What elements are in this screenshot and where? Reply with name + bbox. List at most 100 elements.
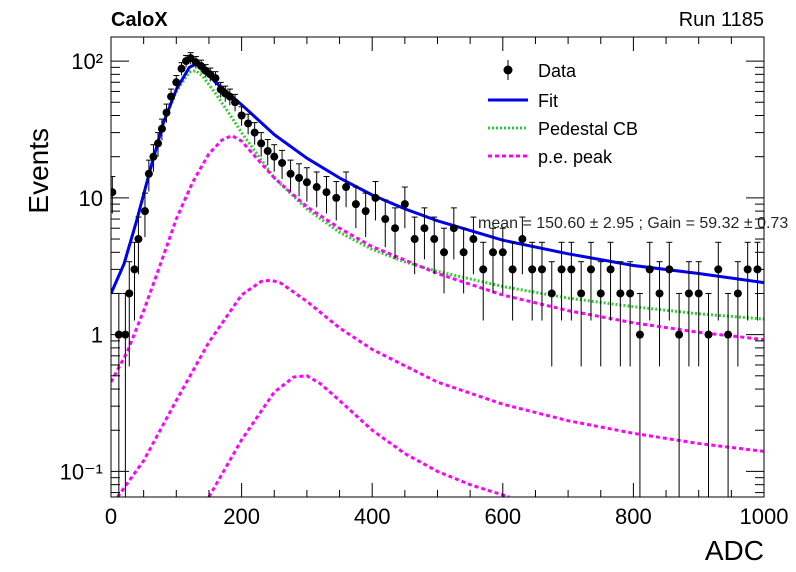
data-point (508, 265, 517, 274)
annotation: mean = 150.60 ± 2.95 ; Gain = 59.32 ± 0.… (478, 215, 788, 232)
data-point (134, 235, 143, 244)
data-point (537, 265, 546, 274)
data-point (237, 111, 246, 120)
data-point (528, 265, 537, 274)
data-point (312, 183, 321, 192)
data-point (489, 248, 498, 257)
data-point (596, 289, 605, 298)
data-point (302, 178, 311, 187)
data-point (130, 265, 139, 274)
data-point (371, 193, 380, 202)
x-axis-title: ADC (705, 535, 764, 566)
series-line-p-e-peak (111, 134, 764, 383)
data-point (557, 265, 566, 274)
plot-frame (110, 36, 765, 498)
series-line-pe-peak-3 (207, 374, 510, 497)
data-point (577, 289, 586, 298)
data-point (430, 235, 439, 244)
data-point (420, 224, 429, 233)
data-point (694, 289, 703, 298)
legend-label: Fit (538, 91, 558, 111)
data-point (665, 265, 674, 274)
data-point (645, 265, 654, 274)
data-point (704, 330, 713, 339)
header-right: Run 1185 (679, 9, 764, 31)
data-point (567, 265, 576, 274)
x-tick-label: 0 (105, 504, 117, 529)
data-point (724, 330, 733, 339)
data-point (381, 215, 390, 224)
data-point (286, 169, 295, 178)
data-point (586, 265, 595, 274)
data-point (547, 289, 556, 298)
data-point (322, 188, 331, 197)
series-line-pe-peak-2 (116, 278, 764, 497)
data-point (626, 289, 635, 298)
data-point (518, 235, 527, 244)
data-point (250, 128, 259, 137)
legend-label: Data (538, 61, 577, 81)
data-point (675, 330, 684, 339)
data-point (144, 169, 153, 178)
data-point (177, 64, 186, 73)
data-point (400, 200, 409, 209)
y-tick-label: 1 (91, 323, 103, 348)
data-point (257, 139, 266, 148)
data-point (479, 265, 488, 274)
data-point (743, 265, 752, 274)
data-point (172, 78, 181, 87)
x-tick-label: 1000 (740, 504, 789, 529)
data-point (157, 124, 166, 133)
data-point (154, 139, 163, 148)
data-point (733, 289, 742, 298)
y-tick-label: 10² (71, 49, 103, 74)
legend: Data Fit Pedestal CB p.e. peak (488, 60, 638, 167)
legend-label: Pedestal CB (538, 119, 638, 139)
data-point (167, 92, 176, 101)
x-tick-label: 200 (223, 504, 260, 529)
series-line-pedestal-cb (111, 69, 764, 321)
data-point (635, 330, 644, 339)
data-point (211, 74, 220, 83)
data-point (684, 289, 693, 298)
data-point (225, 92, 234, 101)
series-line-fit (111, 62, 764, 295)
data-point (469, 235, 478, 244)
axes: 0 200 400 600 800 1000 10⁻¹ 1 10 10² (60, 36, 789, 529)
data-point (449, 224, 458, 233)
x-tick-label: 600 (484, 504, 521, 529)
data-point (270, 152, 279, 161)
data-point (410, 235, 419, 244)
legend-label: p.e. peak (538, 147, 613, 167)
data-point (111, 188, 117, 197)
data-point (140, 207, 149, 216)
data-point (149, 152, 158, 161)
data-point (162, 108, 171, 117)
data-point (231, 98, 240, 107)
legend-data-marker (503, 65, 513, 75)
data-point (278, 158, 287, 167)
data-point (714, 265, 723, 274)
data-point (616, 289, 625, 298)
data-point (125, 289, 134, 298)
data-point (332, 193, 341, 202)
data-point (342, 183, 351, 192)
data-point (295, 173, 304, 182)
y-tick-label: 10 (79, 186, 103, 211)
data-point (391, 224, 400, 233)
x-tick-label: 800 (615, 504, 652, 529)
data-point (440, 248, 449, 257)
header-left: CaloX (111, 9, 168, 31)
data-point (263, 147, 272, 156)
plot-area (111, 52, 764, 497)
y-tick-label: 10⁻¹ (60, 459, 103, 484)
data-point (498, 248, 507, 257)
data-point (606, 265, 615, 274)
x-tick-label: 400 (354, 504, 391, 529)
data-point (244, 119, 253, 128)
data-point (351, 200, 360, 209)
y-axis-title: Events (23, 128, 54, 214)
data-point (361, 207, 370, 216)
data-point (459, 248, 468, 257)
